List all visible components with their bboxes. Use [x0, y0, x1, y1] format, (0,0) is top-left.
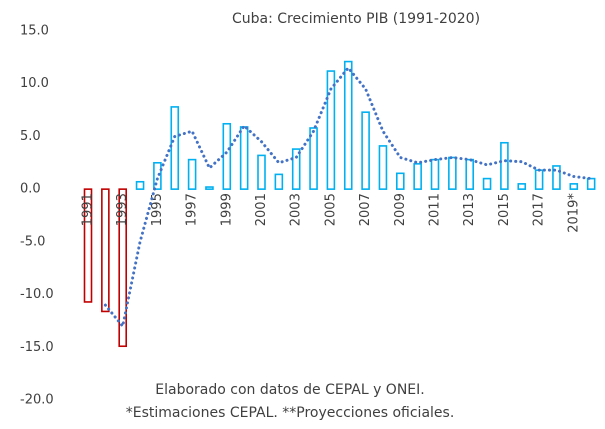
bar — [465, 158, 475, 190]
bar — [309, 127, 318, 190]
bar — [326, 70, 336, 190]
y-tick-label: -20.0 — [20, 393, 54, 408]
bar — [101, 188, 110, 313]
bar — [569, 183, 579, 190]
x-tick-label: 2009 — [393, 193, 408, 226]
bar — [153, 161, 162, 190]
bar — [482, 177, 492, 190]
chart-title: Cuba: Crecimiento PIB (1991-2020) — [232, 11, 480, 27]
x-tick-label: 2005 — [323, 193, 338, 226]
bar — [343, 60, 353, 190]
x-tick-label: 2007 — [358, 193, 373, 226]
bar — [378, 145, 388, 190]
note: Elaborado con datos de CEPAL y ONEI. — [155, 382, 424, 398]
x-tick-label: 2011 — [428, 193, 443, 226]
y-tick-label: -15.0 — [20, 340, 54, 355]
y-tick-label: 10.0 — [20, 76, 49, 91]
x-tick-label: 2019* — [566, 193, 581, 233]
bar — [135, 180, 145, 190]
y-tick-label: -10.0 — [20, 287, 54, 302]
x-tick-label: 2013 — [462, 193, 477, 226]
y-tick-label: 15.0 — [20, 24, 49, 39]
y-tick-label: 5.0 — [20, 129, 41, 144]
bar — [500, 141, 509, 190]
bar — [361, 111, 370, 190]
bar — [205, 186, 214, 190]
x-tick-label: 1993 — [115, 193, 130, 226]
bar — [239, 126, 249, 190]
x-tick-label: 1999 — [219, 193, 234, 226]
bar — [517, 183, 527, 190]
x-tick-label: 2003 — [289, 193, 304, 226]
x-tick-label: 1997 — [185, 193, 200, 226]
y-tick-label: -5.0 — [20, 234, 45, 249]
y-tick-label: 0.0 — [20, 182, 41, 197]
bar — [586, 177, 596, 190]
trend-line — [103, 66, 593, 328]
note: *Estimaciones CEPAL. **Proyecciones ofic… — [126, 405, 455, 421]
bar — [430, 158, 440, 190]
x-tick-label: 2017 — [532, 193, 547, 226]
bar — [257, 154, 266, 190]
bar — [118, 188, 127, 348]
bar — [534, 169, 544, 190]
bar — [274, 173, 284, 190]
bar — [552, 165, 561, 190]
bar — [187, 158, 197, 190]
bar — [170, 106, 180, 190]
bar — [83, 188, 93, 303]
bar — [413, 163, 422, 190]
x-tick-label: 2015 — [497, 193, 512, 226]
x-tick-label: 2001 — [254, 193, 269, 226]
bar — [222, 122, 232, 190]
x-tick-label: 1991 — [81, 193, 96, 226]
bar — [448, 156, 457, 190]
bar — [395, 172, 405, 190]
x-tick-label: 1995 — [150, 193, 165, 226]
bar — [291, 148, 301, 190]
